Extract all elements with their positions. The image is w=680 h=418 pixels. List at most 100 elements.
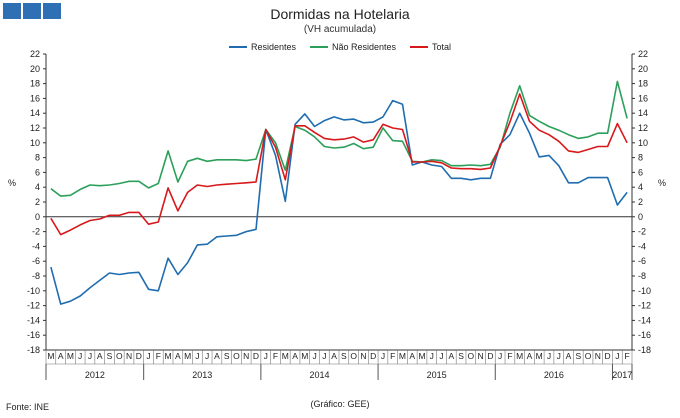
x-year-label: 2015 [427, 370, 447, 380]
y-tick-label-right: 12 [638, 123, 648, 133]
x-tick-label-month: M [282, 351, 289, 361]
x-tick-label-month: D [487, 351, 493, 361]
y-tick-label-left: 16 [30, 93, 40, 103]
x-tick-label-month: A [331, 351, 337, 361]
y-tick-label-left: -16 [27, 330, 40, 340]
x-tick-label-month: A [448, 351, 454, 361]
x-tick-label-month: J [146, 351, 150, 361]
y-tick-label-right: -6 [638, 256, 646, 266]
legend-item-total: Total [410, 41, 451, 53]
y-tick-label-left: 2 [35, 197, 40, 207]
x-year-label: 2013 [192, 370, 212, 380]
y-tick-label-right: 14 [638, 108, 648, 118]
y-tick-label-right: 20 [638, 64, 648, 74]
x-tick-label-month: M [399, 351, 406, 361]
x-tick-label-month: M [47, 351, 54, 361]
y-tick-label-right: 4 [638, 182, 643, 192]
y-tick-label-left: 6 [35, 167, 40, 177]
x-tick-label-month: J [312, 351, 316, 361]
y-tick-label-left: -14 [27, 315, 40, 325]
y-tick-label-right: -14 [638, 315, 651, 325]
x-tick-label-month: S [458, 351, 464, 361]
y-tick-label-right: 6 [638, 167, 643, 177]
x-tick-label-month: F [507, 351, 512, 361]
x-tick-label-month: J [381, 351, 385, 361]
legend-swatch-total [410, 46, 429, 48]
series-line-total [50, 93, 628, 236]
y-tick-label-right: 0 [638, 212, 643, 222]
x-tick-label-month: J [195, 351, 199, 361]
x-tick-label-month: M [184, 351, 191, 361]
y-tick-label-left: -8 [32, 271, 40, 281]
x-tick-label-month: A [97, 351, 103, 361]
y-tick-label-right: -18 [638, 345, 651, 355]
y-tick-label-left: 14 [30, 108, 40, 118]
y-tick-label-left: -6 [32, 256, 40, 266]
y-tick-label-right: -12 [638, 301, 651, 311]
legend-swatch-residentes [228, 46, 247, 48]
y-tick-label-right: 18 [638, 79, 648, 89]
y-tick-label-right: 22 [638, 49, 648, 59]
brand-logo-block-2 [23, 3, 41, 19]
x-tick-label-month: J [88, 351, 92, 361]
y-tick-label-right: 10 [638, 138, 648, 148]
x-tick-label-month: M [301, 351, 308, 361]
y-tick-label-left: 20 [30, 64, 40, 74]
x-tick-label-month: O [233, 351, 240, 361]
x-tick-label-month: M [536, 351, 543, 361]
x-tick-label-month: O [585, 351, 592, 361]
y-tick-label-left: -12 [27, 301, 40, 311]
x-tick-label-month: S [341, 351, 347, 361]
y-axis-unit-left: % [8, 178, 17, 188]
y-tick-label-right: -16 [638, 330, 651, 340]
brand-logo-block-3 [43, 3, 61, 19]
y-tick-label-left: -4 [32, 241, 40, 251]
y-tick-label-left: 10 [30, 138, 40, 148]
x-tick-label-month: N [595, 351, 601, 361]
x-tick-label-month: A [527, 351, 533, 361]
legend-item-nao-residentes: Não Residentes [309, 41, 397, 53]
y-tick-label-left: 4 [35, 182, 40, 192]
chart-subtitle: (VH acumulada) [303, 24, 377, 35]
legend-label-total: Total [432, 42, 452, 52]
x-tick-label-month: D [136, 351, 142, 361]
x-tick-label-month: D [370, 351, 376, 361]
x-tick-label-month: S [224, 351, 230, 361]
x-tick-label-month: J [498, 351, 502, 361]
chart-title: Dormidas na Hotelaria [270, 6, 410, 22]
x-tick-label-month: A [214, 351, 220, 361]
chart-legend: Residentes Não Residentes Total [0, 41, 680, 53]
x-tick-label-month: N [360, 351, 366, 361]
x-tick-label-month: N [243, 351, 249, 361]
x-tick-label-month: O [350, 351, 357, 361]
y-tick-label-right: -4 [638, 241, 646, 251]
chart-credit: (Gráfico: GEE) [310, 399, 370, 409]
x-tick-label-month: O [468, 351, 475, 361]
x-tick-label-month: A [566, 351, 572, 361]
y-axis-unit-right: % [658, 178, 667, 188]
legend-item-residentes: Residentes [228, 41, 296, 53]
x-tick-label-month: D [253, 351, 259, 361]
x-tick-label-month: A [175, 351, 181, 361]
y-tick-label-left: 12 [30, 123, 40, 133]
x-tick-label-month: J [205, 351, 209, 361]
y-tick-label-right: -10 [638, 286, 651, 296]
x-tick-label-month: A [292, 351, 298, 361]
y-tick-label-right: 16 [638, 93, 648, 103]
x-tick-label-month: J [615, 351, 619, 361]
y-tick-label-left: -18 [27, 345, 40, 355]
x-tick-label-month: M [165, 351, 172, 361]
x-tick-label-month: J [78, 351, 82, 361]
legend-swatch-nao-residentes [309, 46, 328, 48]
x-tick-label-month: N [126, 351, 132, 361]
legend-label-nao-residentes: Não Residentes [331, 42, 397, 52]
x-tick-label-month: O [116, 351, 123, 361]
x-tick-label-month: F [625, 351, 630, 361]
legend-label-residentes: Residentes [250, 42, 296, 52]
x-tick-label-month: F [273, 351, 278, 361]
y-tick-label-left: -2 [32, 227, 40, 237]
y-tick-label-right: 2 [638, 197, 643, 207]
y-tick-label-left: -10 [27, 286, 40, 296]
y-tick-label-left: 18 [30, 79, 40, 89]
